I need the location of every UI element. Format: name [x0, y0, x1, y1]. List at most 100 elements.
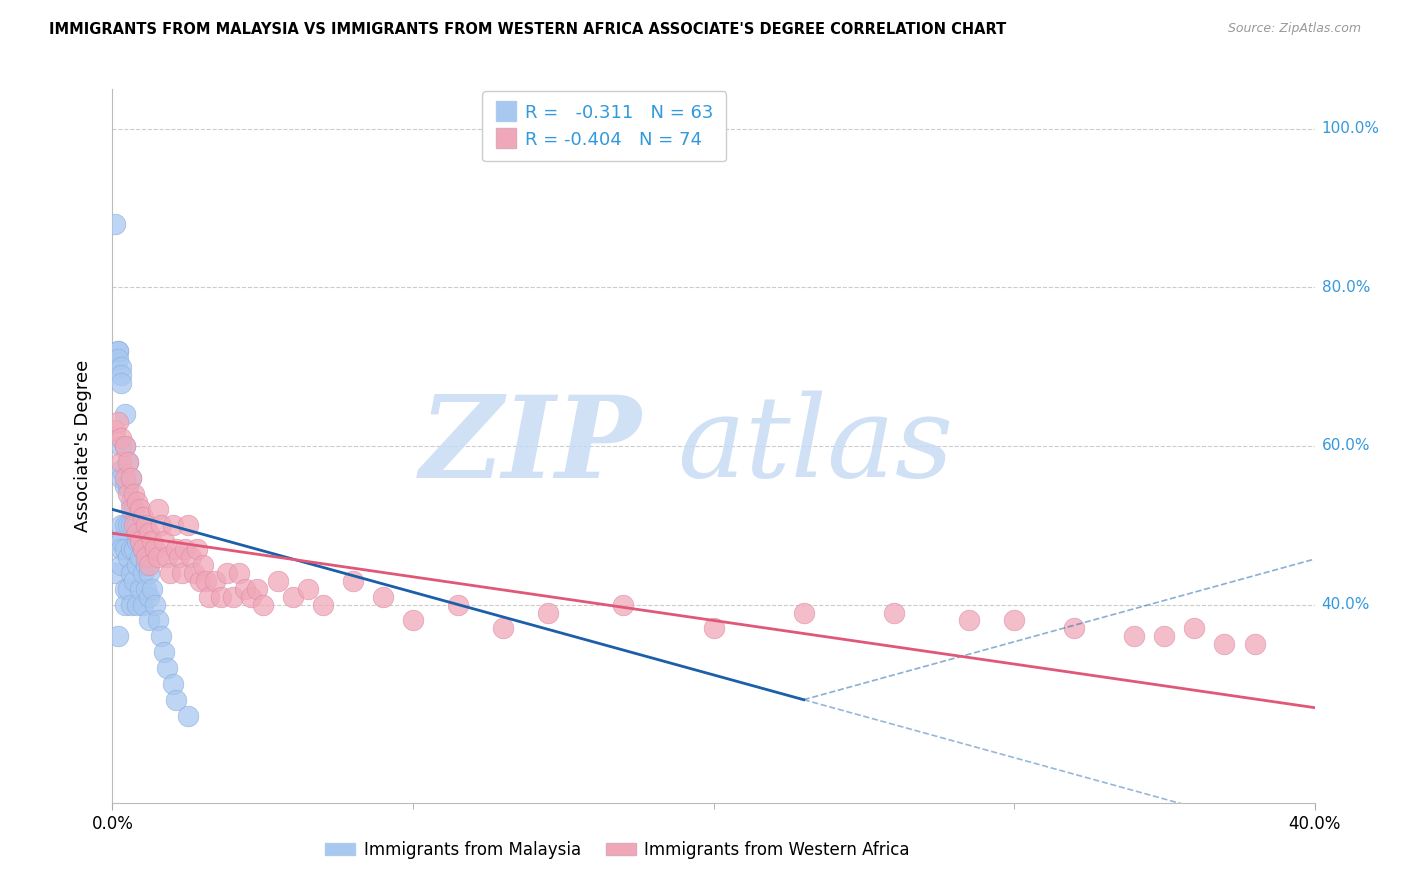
Legend: Immigrants from Malaysia, Immigrants from Western Africa: Immigrants from Malaysia, Immigrants fro…	[319, 835, 917, 866]
Point	[143, 542, 166, 557]
Point	[110, 439, 132, 453]
Point	[110, 518, 132, 533]
Point	[167, 549, 190, 564]
Point	[239, 590, 262, 604]
Point	[125, 534, 148, 549]
Point	[131, 542, 153, 557]
Point	[107, 534, 129, 549]
Point	[122, 486, 145, 500]
Point	[162, 677, 184, 691]
Text: 60.0%: 60.0%	[1322, 439, 1369, 453]
Point	[122, 574, 145, 588]
Text: 80.0%: 80.0%	[1322, 280, 1369, 295]
Text: Source: ZipAtlas.com: Source: ZipAtlas.com	[1227, 22, 1361, 36]
Point	[165, 692, 187, 706]
Point	[267, 574, 290, 588]
Point	[120, 598, 142, 612]
Point	[117, 518, 139, 533]
Point	[176, 518, 198, 533]
Point	[122, 518, 145, 533]
Point	[128, 549, 150, 564]
Point	[162, 518, 184, 533]
Point	[110, 471, 132, 485]
Point	[114, 439, 136, 453]
Point	[1184, 621, 1206, 635]
Point	[246, 582, 269, 596]
Point	[131, 598, 153, 612]
Point	[138, 526, 160, 541]
Point	[138, 558, 160, 572]
Point	[120, 494, 142, 508]
Point	[402, 614, 425, 628]
Point	[297, 582, 319, 596]
Point	[110, 455, 132, 469]
Point	[131, 510, 153, 524]
Point	[342, 574, 364, 588]
Point	[180, 549, 202, 564]
Text: ZIP: ZIP	[419, 391, 641, 501]
Point	[173, 542, 195, 557]
Point	[117, 478, 139, 492]
Point	[117, 582, 139, 596]
Point	[492, 621, 515, 635]
Point	[114, 478, 136, 492]
Point	[110, 534, 132, 549]
Point	[125, 598, 148, 612]
Point	[107, 351, 129, 366]
Point	[120, 518, 142, 533]
Point	[197, 590, 219, 604]
Point	[120, 471, 142, 485]
Point	[793, 606, 815, 620]
Point	[107, 343, 129, 358]
Point	[114, 542, 136, 557]
Point	[138, 614, 160, 628]
Point	[125, 526, 148, 541]
Point	[120, 471, 142, 485]
Y-axis label: Associate's Degree: Associate's Degree	[73, 359, 91, 533]
Point	[104, 566, 127, 580]
Point	[165, 542, 187, 557]
Point	[114, 582, 136, 596]
Point	[125, 518, 148, 533]
Point	[183, 566, 205, 580]
Point	[114, 407, 136, 421]
Point	[125, 494, 148, 508]
Point	[1063, 621, 1085, 635]
Point	[131, 566, 153, 580]
Point	[141, 582, 163, 596]
Point	[252, 598, 274, 612]
Point	[957, 614, 980, 628]
Point	[110, 431, 132, 445]
Point	[107, 343, 129, 358]
Point	[1002, 614, 1025, 628]
Point	[135, 582, 157, 596]
Text: IMMIGRANTS FROM MALAYSIA VS IMMIGRANTS FROM WESTERN AFRICA ASSOCIATE'S DEGREE CO: IMMIGRANTS FROM MALAYSIA VS IMMIGRANTS F…	[49, 22, 1007, 37]
Point	[128, 502, 150, 516]
Point	[883, 606, 905, 620]
Point	[114, 471, 136, 485]
Point	[170, 566, 193, 580]
Point	[209, 590, 232, 604]
Point	[128, 534, 150, 549]
Point	[122, 502, 145, 516]
Point	[188, 574, 211, 588]
Point	[120, 566, 142, 580]
Point	[107, 629, 129, 643]
Point	[117, 455, 139, 469]
Point	[228, 566, 250, 580]
Point	[128, 582, 150, 596]
Point	[110, 376, 132, 390]
Point	[122, 542, 145, 557]
Point	[159, 566, 181, 580]
Point	[204, 574, 226, 588]
Point	[215, 566, 238, 580]
Point	[114, 598, 136, 612]
Point	[1153, 629, 1175, 643]
Point	[104, 217, 127, 231]
Point	[114, 518, 136, 533]
Point	[146, 502, 169, 516]
Point	[125, 558, 148, 572]
Point	[110, 368, 132, 382]
Point	[122, 518, 145, 533]
Point	[110, 558, 132, 572]
